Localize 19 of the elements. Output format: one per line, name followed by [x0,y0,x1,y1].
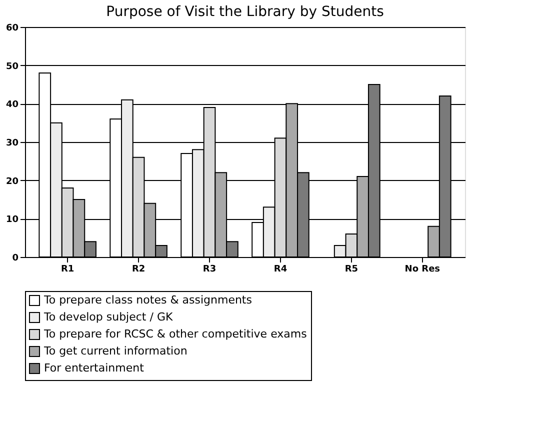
x-tick-label: No Res [404,264,440,274]
x-tick-label: R2 [132,264,146,274]
y-tick-label: 60 [6,24,18,34]
y-tick-label: 30 [6,138,18,148]
y-tick-label: 10 [6,215,18,226]
chart-title: Purpose of Visit the Library by Students [106,4,384,20]
y-tick-label: 0 [12,254,18,264]
legend-label: To prepare for RCSC & other competitive exams [43,328,308,340]
legend-label: To develop subject / GK [43,310,174,324]
legend-label: To prepare class notes & assignments [43,294,252,306]
legend-label: For entertainment [44,362,145,374]
x-tick-label: R5 [344,264,358,274]
legend-label: To get current information [43,344,188,358]
y-tick-label: 20 [6,176,18,187]
x-tick-label: R4 [274,264,288,274]
y-tick-label: 40 [6,100,18,110]
y-tick-label: 50 [6,62,18,72]
x-tick-label: R3 [202,264,216,274]
x-tick-label: R1 [60,264,74,274]
